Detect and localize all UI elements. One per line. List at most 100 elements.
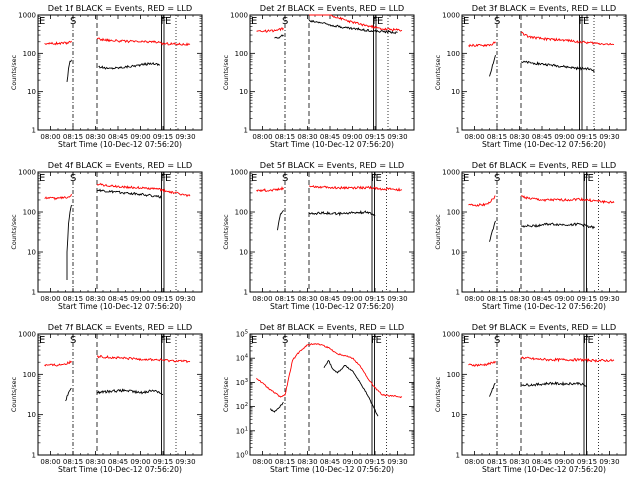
- y-tick-label: 1: [456, 452, 460, 460]
- panel-det-3: Det 3f BLACK = Events, RED = LLD 1 10 100 10…: [434, 3, 627, 149]
- series-events-line: [96, 188, 162, 199]
- series-lld-line: [44, 193, 72, 201]
- x-tick-label: 08:15: [487, 133, 507, 141]
- y-tick-label: 100: [23, 371, 36, 379]
- panel-title: Det 9f BLACK = Events, RED = LLD: [472, 322, 616, 332]
- marker-e-label: E: [463, 173, 469, 184]
- x-tick-label: 09:30: [599, 458, 619, 466]
- marker-f-label: F: [161, 335, 167, 346]
- y-tick-label: 1: [456, 289, 460, 297]
- plot-frame: [37, 171, 203, 293]
- series-events-line: [269, 401, 284, 413]
- series-events-line: [274, 34, 284, 39]
- series-lld-line: [309, 14, 403, 32]
- series-events-line: [520, 60, 595, 73]
- x-axis-label: Start Time (10-Dec-12 07:56:20): [270, 465, 394, 474]
- marker-e2-label: E: [165, 335, 171, 346]
- y-tick-label: 102: [236, 402, 248, 411]
- x-axis-label: Start Time (10-Dec-12 07:56:20): [58, 465, 182, 474]
- panel-det-7: Det 7f BLACK = Events, RED = LLD 1 10 100 10…: [10, 322, 203, 474]
- marker-f-label: F: [161, 173, 167, 184]
- x-axis-label: Start Time (10-Dec-12 07:56:20): [482, 140, 606, 149]
- x-axis-label: Start Time (10-Dec-12 07:56:20): [270, 140, 394, 149]
- plot-frame: [461, 333, 627, 456]
- x-tick-label: 08:45: [320, 295, 340, 303]
- x-tick-label: 09:15: [153, 295, 173, 303]
- series-events-line: [489, 382, 496, 397]
- y-tick-label: 101: [236, 426, 248, 435]
- x-tick-label: 08:00: [252, 458, 272, 466]
- x-tick-label: 08:15: [275, 133, 295, 141]
- marker-e2-label: E: [165, 173, 171, 184]
- x-tick-label: 08:45: [320, 133, 340, 141]
- marker-e-label: E: [463, 335, 469, 346]
- x-tick-label: 09:15: [365, 295, 385, 303]
- x-tick-label: 09:00: [342, 295, 362, 303]
- x-tick-label: 08:00: [40, 458, 60, 466]
- marker-e2-label: E: [588, 335, 594, 346]
- x-tick-label: 08:30: [509, 133, 529, 141]
- x-tick-label: 09:30: [387, 295, 407, 303]
- panel-title: Det 8f BLACK = Events, RED = LLD: [260, 322, 404, 332]
- plot-frame: [461, 171, 627, 293]
- marker-f-label: F: [579, 16, 585, 27]
- y-axis-label: Counts/sec: [222, 54, 230, 90]
- x-tick-label: 09:15: [365, 133, 385, 141]
- marker-f-label: F: [583, 173, 589, 184]
- series-lld-line: [468, 360, 496, 367]
- panel-title: Det 5f BLACK = Events, RED = LLD: [260, 160, 404, 170]
- x-tick-label: 09:15: [153, 458, 173, 466]
- x-tick-label: 09:30: [175, 133, 195, 141]
- x-tick-label: 08:45: [532, 295, 552, 303]
- series-events-line: [489, 220, 496, 242]
- panel-title: Det 3f BLACK = Events, RED = LLD: [472, 3, 616, 13]
- y-tick-label: 1000: [442, 169, 460, 177]
- panel-det-5: Det 5f BLACK = Events, RED = LLD 1 10 100 10…: [222, 160, 415, 311]
- y-tick-label: 100: [235, 209, 248, 217]
- x-axis-label: Start Time (10-Dec-12 07:56:20): [270, 302, 394, 311]
- panel-title: Det 7f BLACK = Events, RED = LLD: [48, 322, 192, 332]
- x-tick-label: 09:15: [153, 133, 173, 141]
- x-tick-label: 08:15: [487, 458, 507, 466]
- marker-s-label: S: [494, 335, 500, 346]
- panel-title: Det 2f BLACK = Events, RED = LLD: [260, 3, 404, 13]
- x-tick-label: 08:30: [297, 133, 317, 141]
- x-tick-label: 09:15: [577, 133, 597, 141]
- x-tick-label: 09:15: [577, 458, 597, 466]
- marker-s-label: S: [282, 173, 288, 184]
- y-tick-label: 104: [236, 354, 249, 363]
- marker-e-label: E: [251, 335, 257, 346]
- x-tick-label: 08:45: [320, 458, 340, 466]
- y-tick-label: 10: [27, 88, 36, 96]
- series-lld-line: [96, 182, 191, 198]
- marker-f-label: F: [371, 173, 377, 184]
- x-tick-label: 08:15: [487, 295, 507, 303]
- y-tick-label: 100: [235, 50, 248, 58]
- x-tick-label: 08:45: [108, 458, 128, 466]
- x-tick-label: 08:45: [108, 133, 128, 141]
- y-tick-label: 1: [32, 289, 36, 297]
- plot-frame: [461, 14, 627, 131]
- y-tick-label: 1: [32, 452, 36, 460]
- y-tick-label: 1000: [442, 12, 460, 20]
- marker-e-label: E: [463, 16, 469, 27]
- x-axis-label: Start Time (10-Dec-12 07:56:20): [482, 465, 606, 474]
- marker-e-label: E: [251, 16, 257, 27]
- x-tick-label: 09:15: [365, 458, 385, 466]
- series-events-line: [308, 210, 376, 217]
- series-events-line: [65, 387, 72, 402]
- panel-det-4: Det 4f BLACK = Events, RED = LLD 1 10 100 10…: [10, 160, 203, 311]
- marker-e2-label: E: [583, 16, 589, 27]
- x-tick-label: 09:30: [599, 133, 619, 141]
- y-tick-label: 100: [447, 371, 460, 379]
- y-axis-label: Counts/sec: [434, 54, 442, 90]
- marker-f-label: F: [371, 335, 377, 346]
- series-lld-line: [256, 186, 284, 192]
- x-tick-label: 08:15: [63, 295, 83, 303]
- series-events-line: [66, 204, 72, 280]
- y-tick-label: 10: [239, 88, 248, 96]
- marker-e2-label: E: [376, 335, 382, 346]
- plot-frame: [249, 14, 415, 131]
- y-tick-label: 103: [236, 378, 248, 387]
- y-tick-label: 100: [447, 50, 460, 58]
